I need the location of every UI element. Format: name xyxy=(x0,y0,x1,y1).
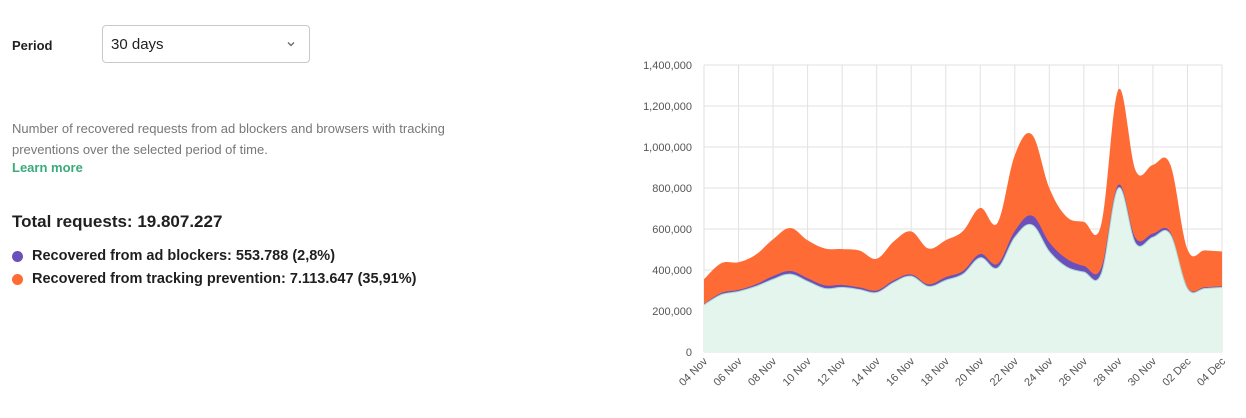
total-requests: Total requests: 19.807.227 xyxy=(12,212,223,231)
x-tick-label: 22 Nov xyxy=(988,355,1021,388)
x-tick-label: 26 Nov xyxy=(1057,355,1090,388)
chevron-down-icon xyxy=(287,42,295,47)
legend-dot-ad-blockers xyxy=(12,250,23,262)
description-text: Number of recovered requests from ad blo… xyxy=(12,121,445,157)
x-tick-label: 28 Nov xyxy=(1091,355,1124,388)
legend-item-ad-blockers: Recovered from ad blockers: 553.788 (2,8… xyxy=(12,248,335,264)
x-tick-label: 08 Nov xyxy=(746,355,779,388)
x-axis-labels: 04 Nov 06 Nov 08 Nov 10 Nov 12 Nov 14 Nov 16 N… xyxy=(677,355,1228,388)
requests-area-chart: 0 200,000 400,000 600,000 800,000 1,000,000 1,… xyxy=(643,60,1228,389)
period-select-value: 30 days xyxy=(111,35,164,53)
y-tick-label: 400,000 xyxy=(652,265,692,277)
legend-item-tracking-prevention: Recovered from tracking prevention: 7.11… xyxy=(12,271,416,287)
x-tick-label: 02 Dec xyxy=(1160,355,1193,388)
y-tick-label: 200,000 xyxy=(652,306,692,318)
x-tick-label: 24 Nov xyxy=(1022,355,1055,388)
chart-areas xyxy=(703,88,1223,353)
y-tick-label: 1,000,000 xyxy=(643,142,692,154)
y-axis-labels: 0 200,000 400,000 600,000 800,000 1,000,000 1,… xyxy=(643,60,692,359)
period-label: Period xyxy=(12,38,53,53)
x-tick-label: 12 Nov xyxy=(815,355,848,388)
legend-label-tracking-prevention: Recovered from tracking prevention: 7.11… xyxy=(32,271,417,287)
y-tick-label: 800,000 xyxy=(652,183,692,195)
x-tick-label: 04 Dec xyxy=(1195,355,1228,388)
learn-more-link[interactable]: Learn more xyxy=(12,160,83,175)
x-tick-label: 20 Nov xyxy=(953,355,986,388)
legend-label-ad-blockers: Recovered from ad blockers: 553.788 (2,8… xyxy=(32,248,336,264)
y-tick-label: 1,200,000 xyxy=(643,101,692,113)
area-baseline xyxy=(704,187,1222,352)
y-tick-label: 0 xyxy=(686,347,692,359)
x-tick-label: 14 Nov xyxy=(850,355,883,388)
y-tick-label: 1,400,000 xyxy=(643,60,692,72)
x-tick-label: 06 Nov xyxy=(712,355,745,388)
period-select[interactable]: 30 days xyxy=(102,25,310,63)
x-tick-label: 16 Nov xyxy=(884,355,917,388)
x-tick-label: 30 Nov xyxy=(1126,355,1159,388)
y-tick-label: 600,000 xyxy=(652,224,692,236)
line-baseline xyxy=(703,187,1223,306)
x-tick-label: 04 Nov xyxy=(677,355,710,388)
x-tick-label: 18 Nov xyxy=(919,355,952,388)
legend-dot-tracking-prevention xyxy=(12,273,23,285)
x-tick-label: 10 Nov xyxy=(781,355,814,388)
